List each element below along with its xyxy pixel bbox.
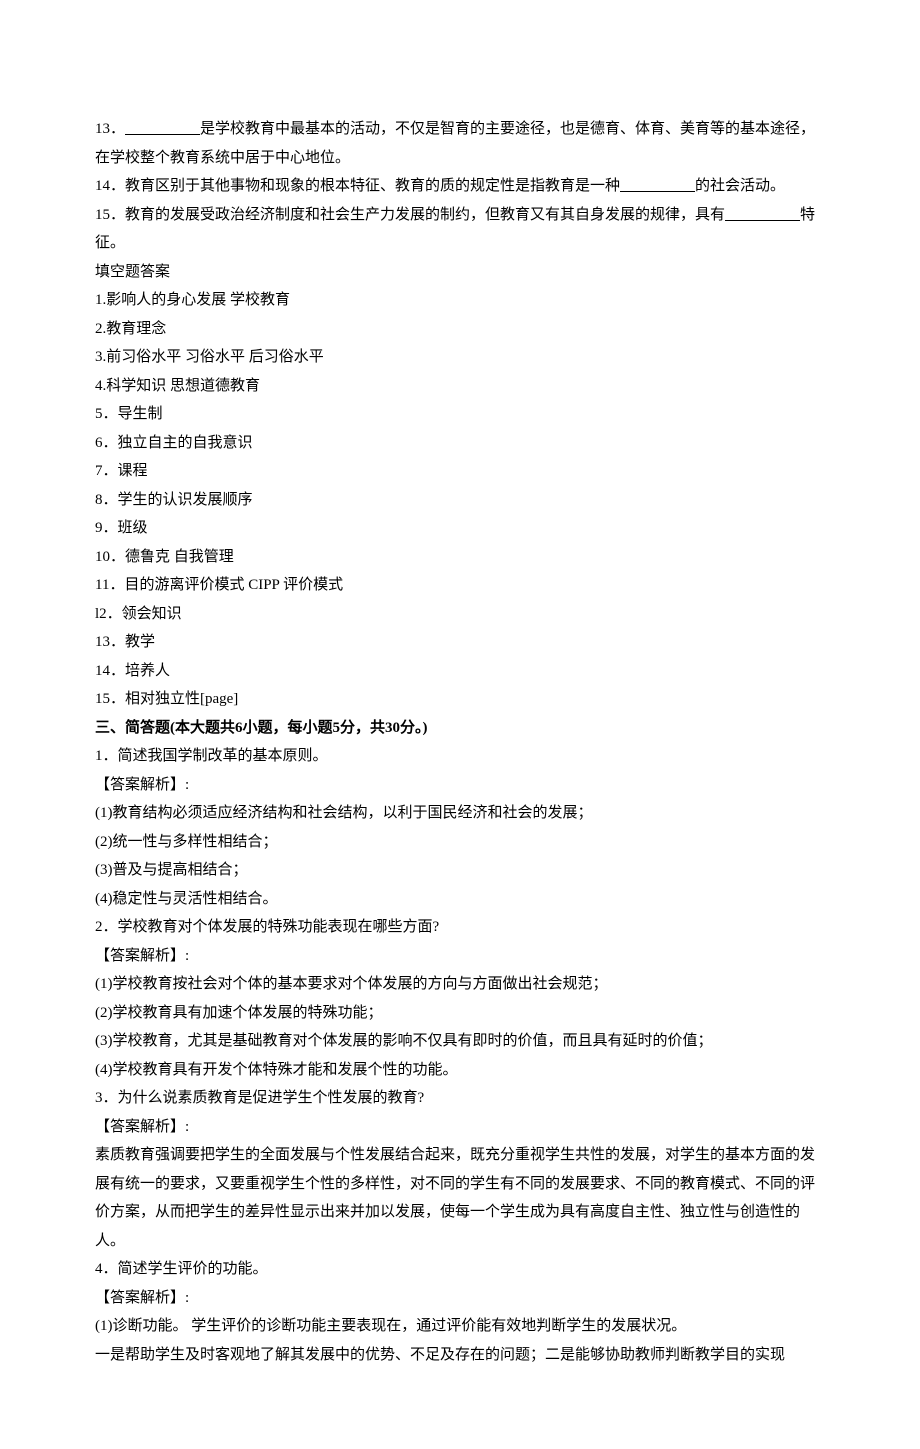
q14-blank (620, 178, 695, 194)
q13-prefix: 13． (95, 121, 125, 137)
s3-q2-p2: (2)学校教育具有加速个体发展的特殊功能； (95, 999, 825, 1028)
fill-answer-header: 填空题答案 (95, 258, 825, 287)
question-15: 15．教育的发展受政治经济制度和社会生产力发展的制约，但教育又有其自身发展的规律… (95, 201, 825, 258)
answer-9: 9．班级 (95, 514, 825, 543)
s3-q1-p1: (1)教育结构必须适应经济结构和社会结构，以利于国民经济和社会的发展； (95, 799, 825, 828)
answer-12: l2．领会知识 (95, 600, 825, 629)
s3-q2-p3: (3)学校教育，尤其是基础教育对个体发展的影响不仅具有即时的价值，而且具有延时的… (95, 1027, 825, 1056)
answer-13: 13．教学 (95, 628, 825, 657)
answer-7: 7．课程 (95, 457, 825, 486)
answer-8: 8．学生的认识发展顺序 (95, 486, 825, 515)
s3-q2-p4: (4)学校教育具有开发个体特殊才能和发展个性的功能。 (95, 1056, 825, 1085)
s3-q2-question: 2．学校教育对个体发展的特殊功能表现在哪些方面? (95, 913, 825, 942)
s3-q4-question: 4．简述学生评价的功能。 (95, 1255, 825, 1284)
s3-q2-p1: (1)学校教育按社会对个体的基本要求对个体发展的方向与方面做出社会规范； (95, 970, 825, 999)
answer-3: 3.前习俗水平 习俗水平 后习俗水平 (95, 343, 825, 372)
q14-prefix: 14．教育区别于其他事物和现象的根本特征、教育的质的规定性是指教育是一种 (95, 178, 620, 194)
q13-text: 是学校教育中最基本的活动，不仅是智育的主要途径，也是德育、体育、美育等的基本途径… (95, 121, 815, 166)
answer-6: 6．独立自主的自我意识 (95, 429, 825, 458)
answer-2: 2.教育理念 (95, 315, 825, 344)
section-3-header: 三、简答题(本大题共6小题，每小题5分，共30分。) (95, 714, 825, 743)
answer-10: 10．德鲁克 自我管理 (95, 543, 825, 572)
s3-q2-label: 【答案解析】: (95, 942, 825, 971)
q15-prefix: 15．教育的发展受政治经济制度和社会生产力发展的制约，但教育又有其自身发展的规律… (95, 207, 725, 223)
s3-q4-p2: 一是帮助学生及时客观地了解其发展中的优势、不足及存在的问题；二是能够协助教师判断… (95, 1341, 825, 1370)
s3-q4-p1: (1)诊断功能。 学生评价的诊断功能主要表现在，通过评价能有效地判断学生的发展状… (95, 1312, 825, 1341)
q14-suffix: 的社会活动。 (695, 178, 785, 194)
s3-q1-label: 【答案解析】: (95, 771, 825, 800)
s3-q3-question: 3．为什么说素质教育是促进学生个性发展的教育? (95, 1084, 825, 1113)
question-14: 14．教育区别于其他事物和现象的根本特征、教育的质的规定性是指教育是一种 的社会… (95, 172, 825, 201)
answer-14: 14．培养人 (95, 657, 825, 686)
answer-4: 4.科学知识 思想道德教育 (95, 372, 825, 401)
s3-q1-p2: (2)统一性与多样性相结合； (95, 828, 825, 857)
answer-1: 1.影响人的身心发展 学校教育 (95, 286, 825, 315)
question-13: 13． 是学校教育中最基本的活动，不仅是智育的主要途径，也是德育、体育、美育等的… (95, 115, 825, 172)
s3-q4-label: 【答案解析】: (95, 1284, 825, 1313)
s3-q1-question: 1．简述我国学制改革的基本原则。 (95, 742, 825, 771)
q13-blank (125, 121, 200, 137)
q15-blank (725, 207, 800, 223)
s3-q1-p4: (4)稳定性与灵活性相结合。 (95, 885, 825, 914)
s3-q3-p1: 素质教育强调要把学生的全面发展与个性发展结合起来，既充分重视学生共性的发展，对学… (95, 1141, 825, 1255)
answer-15: 15．相对独立性[page] (95, 685, 825, 714)
answer-5: 5．导生制 (95, 400, 825, 429)
s3-q3-label: 【答案解析】: (95, 1113, 825, 1142)
s3-q1-p3: (3)普及与提高相结合； (95, 856, 825, 885)
answer-11: 11．目的游离评价模式 CIPP 评价模式 (95, 571, 825, 600)
